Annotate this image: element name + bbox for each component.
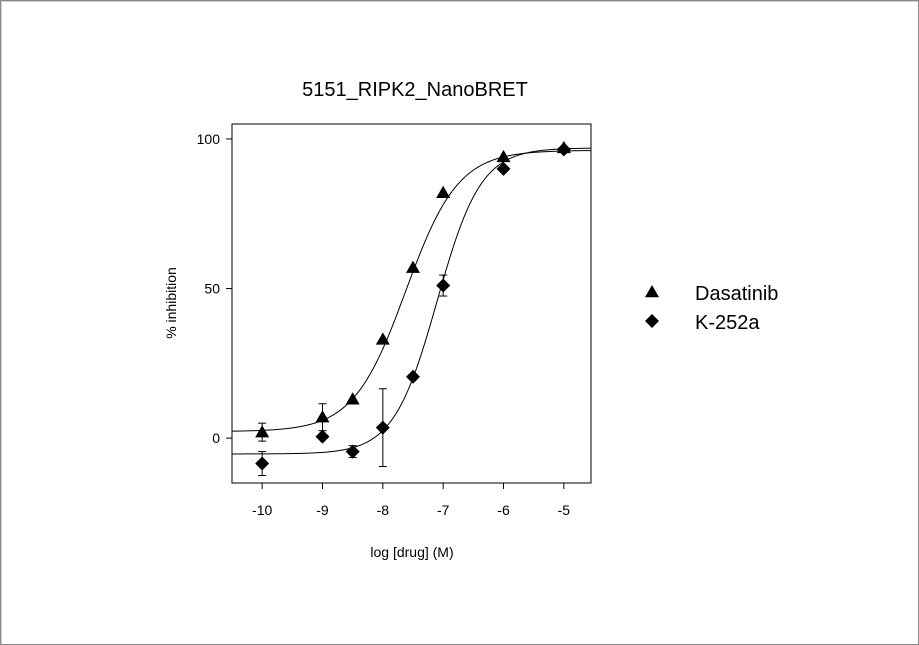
fit-curve-dasatinib [231, 150, 592, 432]
data-markers [255, 140, 571, 471]
data-point-diamond [406, 369, 421, 384]
legend-label: Dasatinib [695, 283, 778, 305]
y-tick-label: 0 [212, 430, 220, 446]
data-point-diamond [436, 278, 451, 293]
fit-curve-k-252a [231, 147, 592, 455]
data-point-diamond [255, 456, 270, 471]
data-point-diamond [345, 444, 360, 459]
data-point-diamond [375, 420, 390, 435]
y-axis-ticks: 0 50 100 [197, 131, 232, 446]
x-axis-ticks: -10 -9 -8 -7 -6 -5 [252, 483, 570, 518]
x-tick-label: -8 [377, 502, 390, 518]
x-tick-label: -5 [558, 502, 571, 518]
data-point-triangle [496, 149, 511, 163]
x-tick-label: -10 [252, 502, 272, 518]
legend-marker-diamond [645, 314, 659, 328]
data-point-diamond [496, 161, 511, 176]
legend: Dasatinib K-252a [645, 283, 778, 334]
plot-area [231, 123, 592, 484]
data-point-triangle [255, 425, 270, 438]
data-point-triangle [375, 332, 390, 345]
data-point-triangle [345, 392, 360, 405]
y-axis-label: % inhibition [163, 267, 179, 339]
y-tick-label: 100 [197, 131, 221, 147]
x-tick-label: -9 [316, 502, 329, 518]
data-point-triangle [406, 260, 421, 273]
chart-title: 5151_RIPK2_NanoBRET [302, 79, 528, 101]
data-point-triangle [315, 410, 330, 423]
x-tick-label: -6 [497, 502, 510, 518]
y-tick-label: 50 [204, 281, 220, 297]
x-axis-label: log [drug] (M) [370, 544, 453, 560]
data-point-diamond [315, 429, 330, 444]
fit-curves [231, 147, 592, 455]
legend-marker-triangle [645, 285, 659, 298]
data-point-triangle [436, 185, 451, 199]
legend-label: K-252a [695, 312, 760, 334]
data-point-diamond [556, 142, 571, 157]
x-tick-label: -7 [437, 502, 450, 518]
